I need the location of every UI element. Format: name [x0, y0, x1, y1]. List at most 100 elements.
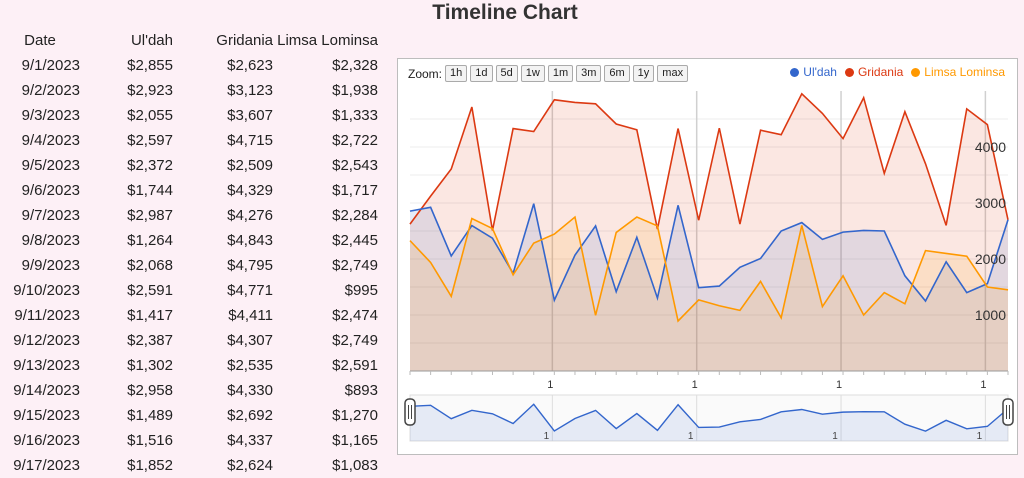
table-row: 9/7/2023 $2,987 $4,276 $2,284: [0, 203, 378, 228]
zoom-button-max[interactable]: max: [657, 65, 689, 82]
table-row: 9/14/2023 $2,958 $4,330 $893: [0, 378, 378, 403]
legend-item[interactable]: Ul'dah: [790, 65, 837, 79]
zoom-button-1y[interactable]: 1y: [632, 65, 655, 82]
date-cell: 9/1/2023: [21, 57, 80, 74]
date-cell: 9/15/2023: [13, 407, 80, 424]
range-handle-right[interactable]: [1002, 398, 1014, 426]
header-date[interactable]: Date: [24, 32, 56, 49]
x-tick-label: 1: [547, 379, 553, 391]
date-cell: 9/10/2023: [13, 282, 80, 299]
date-cell: 9/2/2023: [21, 82, 80, 99]
limsa-cell: $1,165: [332, 432, 378, 449]
header-uldah[interactable]: Ul'dah: [130, 32, 173, 49]
table-row: 9/9/2023 $2,068 $4,795 $2,749: [0, 253, 378, 278]
uldah-cell: $2,591: [127, 282, 173, 299]
chart-plot[interactable]: 1000 2000 3000 4000 1 1 1 1 1 1 1 1: [398, 59, 1017, 454]
limsa-cell: $1,333: [332, 107, 378, 124]
gridania-cell: $3,123: [227, 82, 273, 99]
table-row: 9/15/2023 $1,489 $2,692 $1,270: [0, 403, 378, 428]
data-table: Date Ul'dah Gridania Limsa Lominsa 9/1/2…: [0, 28, 378, 478]
series-area: [410, 217, 1008, 371]
legend-dot-icon: [844, 67, 854, 77]
limsa-cell: $1,717: [332, 182, 378, 199]
range-handle-left[interactable]: [404, 398, 416, 426]
zoom-button-1h[interactable]: 1h: [445, 65, 468, 82]
gridania-cell: $4,337: [227, 432, 273, 449]
gridania-cell: $4,843: [227, 232, 273, 249]
series-line: [409, 215, 1009, 323]
x-tick-label: 1: [980, 379, 986, 391]
uldah-cell: $1,264: [127, 232, 173, 249]
limsa-cell: $2,749: [332, 332, 378, 349]
table-row: 9/4/2023 $2,597 $4,715 $2,722: [0, 128, 378, 153]
date-cell: 9/12/2023: [13, 332, 80, 349]
date-cell: 9/5/2023: [21, 157, 80, 174]
uldah-cell: $2,597: [127, 132, 173, 149]
x-tick-label: 1: [836, 379, 842, 391]
gridania-cell: $2,535: [227, 357, 273, 374]
limsa-cell: $2,722: [332, 132, 378, 149]
limsa-cell: $2,328: [332, 57, 378, 74]
limsa-cell: $1,083: [332, 457, 378, 474]
table-row: 9/13/2023 $1,302 $2,535 $2,591: [0, 353, 378, 378]
date-cell: 9/9/2023: [21, 257, 80, 274]
table-row: 9/10/2023 $2,591 $4,771 $995: [0, 278, 378, 303]
legend-item[interactable]: Limsa Lominsa: [911, 65, 1005, 79]
uldah-cell: $2,855: [127, 57, 173, 74]
series-area: [410, 93, 1008, 372]
gridania-cell: $2,692: [227, 407, 273, 424]
uldah-cell: $2,987: [127, 207, 173, 224]
legend-label: Gridania: [857, 65, 904, 79]
y-tick-label: 3000: [975, 195, 1006, 211]
zoom-button-1m[interactable]: 1m: [547, 65, 574, 82]
uldah-cell: $2,372: [127, 157, 173, 174]
limsa-cell: $2,591: [332, 357, 378, 374]
uldah-cell: $1,417: [127, 307, 173, 324]
zoom-button-5d[interactable]: 5d: [495, 65, 518, 82]
header-gridania[interactable]: Gridania: [216, 32, 273, 49]
zoom-button-1w[interactable]: 1w: [520, 65, 545, 82]
limsa-cell: $995: [344, 282, 378, 299]
gridania-cell: $2,623: [227, 57, 273, 74]
page-title: Timeline Chart: [432, 1, 578, 24]
gridania-cell: $4,330: [227, 382, 273, 399]
legend-dot-icon: [911, 67, 921, 77]
legend-item[interactable]: Gridania: [844, 65, 904, 79]
table-row: 9/12/2023 $2,387 $4,307 $2,749: [0, 328, 378, 353]
gridania-cell: $4,276: [227, 207, 273, 224]
uldah-cell: $1,489: [127, 407, 173, 424]
y-tick-label: 2000: [975, 251, 1006, 267]
zoom-button-6m[interactable]: 6m: [604, 65, 630, 82]
legend-dot-icon: [790, 67, 800, 77]
gridania-cell: $2,509: [227, 157, 273, 174]
range-selector: [409, 394, 1009, 442]
range-tick-label: 1: [977, 431, 983, 442]
x-tick-label: 1: [692, 379, 698, 391]
date-cell: 9/3/2023: [21, 107, 80, 124]
zoom-button-3m[interactable]: 3m: [576, 65, 602, 82]
gridania-cell: $3,607: [227, 107, 273, 124]
uldah-cell: $2,387: [127, 332, 173, 349]
gridania-cell: $4,795: [227, 257, 273, 274]
zoom-bar: Zoom: 1h 1d 5d 1w 1m 3m 6m 1y max: [408, 65, 689, 82]
uldah-cell: $2,055: [127, 107, 173, 124]
range-tick-label: 1: [544, 431, 550, 442]
table-row: 9/5/2023 $2,372 $2,509 $2,543: [0, 153, 378, 178]
date-cell: 9/7/2023: [21, 207, 80, 224]
header-limsa[interactable]: Limsa Lominsa: [277, 32, 378, 49]
limsa-cell: $2,445: [332, 232, 378, 249]
timeline-chart[interactable]: Zoom: 1h 1d 5d 1w 1m 3m 6m 1y max Ul'dah Gridania…: [397, 58, 1018, 455]
table-row: 9/3/2023 $2,055 $3,607 $1,333: [0, 103, 378, 128]
range-tick-label: 1: [832, 431, 838, 442]
gridania-cell: $4,307: [227, 332, 273, 349]
zoom-label: Zoom:: [408, 66, 443, 81]
series-line: [409, 92, 1009, 231]
table-row: 9/17/2023 $1,852 $2,624 $1,083: [0, 453, 378, 478]
gridania-cell: $4,715: [227, 132, 273, 149]
uldah-cell: $1,302: [127, 357, 173, 374]
zoom-button-1d[interactable]: 1d: [470, 65, 493, 82]
gridania-cell: $4,411: [228, 307, 273, 324]
table-row: 9/2/2023 $2,923 $3,123 $1,938: [0, 78, 378, 103]
limsa-cell: $2,749: [332, 257, 378, 274]
date-cell: 9/13/2023: [13, 357, 80, 374]
